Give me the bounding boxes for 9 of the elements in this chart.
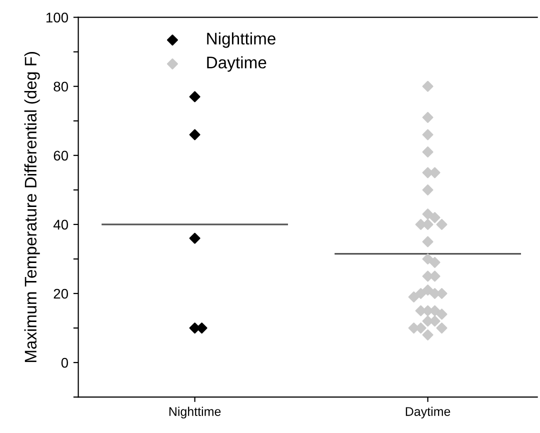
y-tick-label: 0 [61,358,68,368]
legend-label: Daytime [207,56,266,72]
y-axis-title: Maximum Temperature Differential (deg F) [24,52,40,362]
y-tick-label: 20 [54,288,68,299]
y-tick-label: 40 [53,220,68,230]
legend-label: Nighttime [207,32,276,48]
y-tick-label: 100 [46,12,68,22]
y-tick-label: 60 [54,150,68,161]
y-tick-label: 80 [54,82,68,92]
